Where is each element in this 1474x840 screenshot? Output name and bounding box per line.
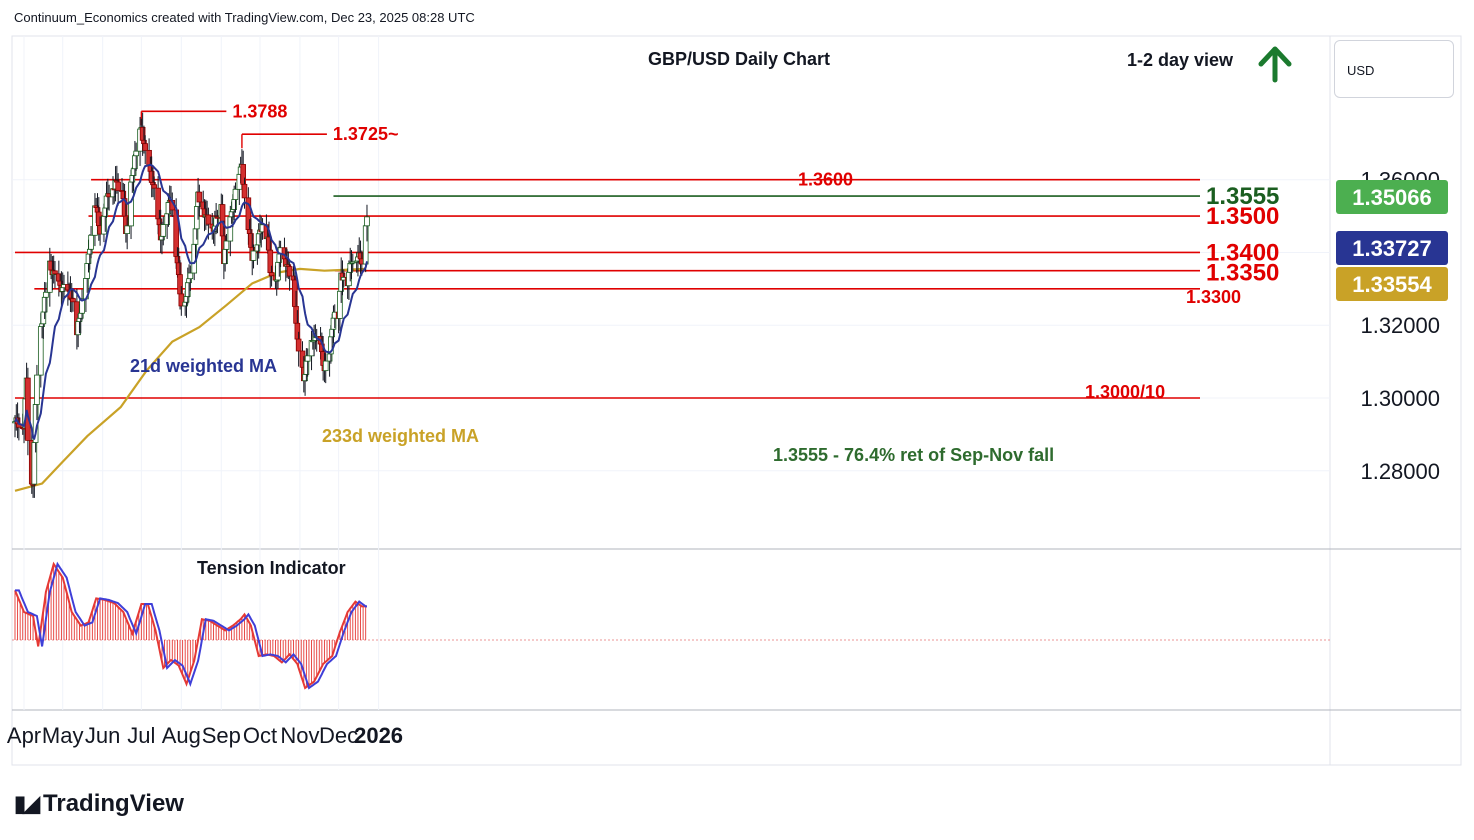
price-badge-label: 1.33727 [1352,236,1432,261]
chart-title: GBP/USD Daily Chart [648,49,830,69]
price-tick-label: 1.28000 [1360,459,1440,484]
candle-body [304,355,311,362]
candle-body [88,234,94,250]
indicator-title: Tension Indicator [197,558,346,578]
month-tick-label: Jun [85,723,120,748]
support-resistance-levels: 1.37881.3725~1.36001.35551.35001.34001.3… [15,101,1279,402]
month-tick-label: Sep [202,723,241,748]
candle-body [241,183,248,199]
candle-body [142,143,149,151]
fib-annotation: 1.3555 - 76.4% ret of Sep-Nov fall [773,445,1054,465]
level-label: 1.3000/10 [1085,382,1165,402]
price-badge-label: 1.35066 [1352,185,1432,210]
candle-body [268,272,275,277]
candle-body [124,225,130,234]
level-label: 1.3400 [1206,239,1279,266]
tension-slow-line [15,561,367,690]
level-label: 1.3600 [798,170,853,190]
month-tick-label: Apr [7,723,41,748]
candle-body [286,266,293,277]
candle-body [295,338,302,352]
price-badge [1336,180,1448,214]
level-label: 1.3300 [1186,287,1241,307]
month-tick-label: Nov [280,723,319,748]
candle-body [160,224,167,237]
chart-border [11,35,1462,766]
price-badges: 1.35066 1.33727 1.33554 [1336,180,1448,301]
candle-body [322,360,329,372]
tradingview-logo-icon: ▮◢ [14,791,40,816]
ma233-line [14,267,366,492]
tradingview-logo[interactable]: ▮◢ TradingView [14,790,184,818]
ma233-series [14,267,366,492]
candle-body [205,214,212,225]
price-badge [1336,267,1448,301]
vertical-grid [23,36,380,710]
candle-body [34,374,40,405]
month-tick-label: 2026 [354,723,403,748]
currency-badge[interactable]: USD [1334,40,1454,98]
candle-body [364,216,370,227]
ma233-legend: 233d weighted MA [322,426,479,446]
candle-body [151,184,158,189]
price-badge-label: 1.33554 [1352,272,1432,297]
month-tick-label: Dec [319,723,358,748]
candle-body [223,240,230,250]
candle-body [70,298,76,303]
candle-body [232,188,239,200]
candle-body [43,291,49,298]
level-label: 1.3500 [1206,203,1279,230]
month-tick-label: Aug [162,723,201,748]
level-label: 1.3788 [232,101,287,121]
candlestick-series [12,112,370,498]
tension-indicator-series [14,561,367,690]
month-tick-label: Jul [127,723,155,748]
price-badge [1336,231,1448,265]
candle-body [115,181,121,191]
price-tick-label: 1.32000 [1360,313,1440,338]
candle-body [187,272,194,280]
level-label: 1.3350 [1206,260,1279,287]
ma21-line [14,163,368,441]
candle-body [250,250,257,261]
price-tick-label: 1.30000 [1360,386,1440,411]
candle-body [25,377,31,441]
ma21-legend: 21d weighted MA [130,356,277,376]
candle-body [79,298,85,314]
view-horizon-label: 1-2 day view [1127,50,1234,70]
month-tick-label: Oct [243,723,277,748]
arrow-up-icon [1258,46,1292,83]
candle-body [52,270,58,275]
candle-body [196,191,203,203]
candle-body [133,150,139,157]
level-label: 1.3725~ [333,124,399,144]
level-label: 1.3555 [1206,183,1279,210]
ma21-series [14,163,368,441]
tradingview-logo-text: TradingView [43,790,184,817]
month-tick-label: May [42,723,84,748]
attribution-text: Continuum_Economics created with Trading… [14,10,475,25]
